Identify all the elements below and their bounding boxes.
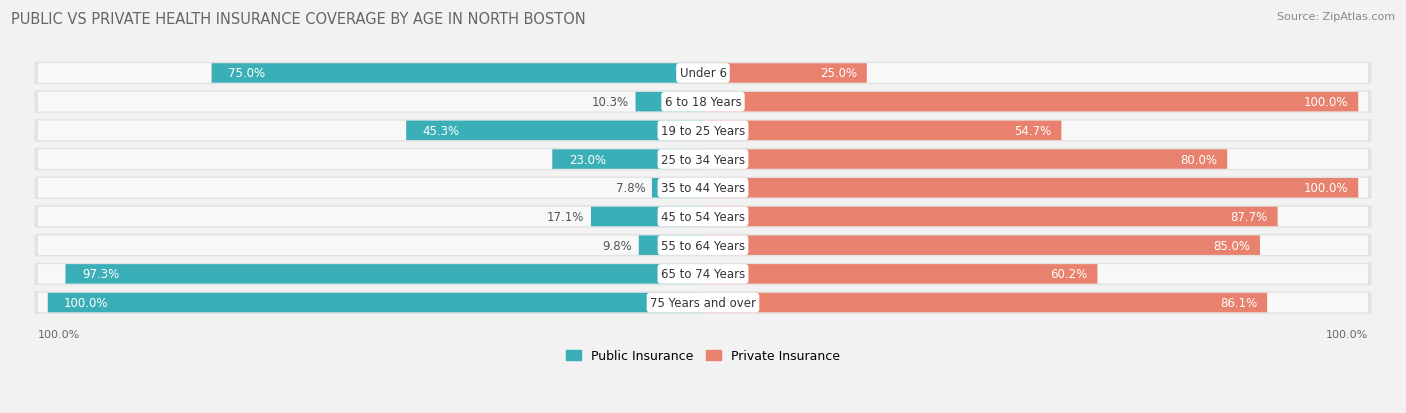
- Text: Source: ZipAtlas.com: Source: ZipAtlas.com: [1277, 12, 1395, 22]
- FancyBboxPatch shape: [38, 121, 1368, 141]
- Text: 100.0%: 100.0%: [1303, 96, 1348, 109]
- Text: 7.8%: 7.8%: [616, 182, 645, 195]
- FancyBboxPatch shape: [35, 235, 1371, 257]
- Text: 17.1%: 17.1%: [547, 211, 585, 223]
- Text: 80.0%: 80.0%: [1181, 153, 1218, 166]
- Text: 6 to 18 Years: 6 to 18 Years: [665, 96, 741, 109]
- Text: PUBLIC VS PRIVATE HEALTH INSURANCE COVERAGE BY AGE IN NORTH BOSTON: PUBLIC VS PRIVATE HEALTH INSURANCE COVER…: [11, 12, 586, 27]
- FancyBboxPatch shape: [553, 150, 703, 169]
- FancyBboxPatch shape: [35, 177, 1371, 199]
- Text: 45.3%: 45.3%: [423, 125, 460, 138]
- Text: 35 to 44 Years: 35 to 44 Years: [661, 182, 745, 195]
- Text: 23.0%: 23.0%: [568, 153, 606, 166]
- FancyBboxPatch shape: [38, 264, 1368, 284]
- Text: 100.0%: 100.0%: [65, 297, 108, 309]
- FancyBboxPatch shape: [703, 93, 1358, 112]
- Text: 87.7%: 87.7%: [1230, 211, 1268, 223]
- Text: 100.0%: 100.0%: [1326, 329, 1368, 339]
- FancyBboxPatch shape: [38, 150, 1368, 169]
- FancyBboxPatch shape: [703, 293, 1267, 313]
- Text: 75 Years and over: 75 Years and over: [650, 297, 756, 309]
- FancyBboxPatch shape: [35, 263, 1371, 285]
- FancyBboxPatch shape: [48, 293, 703, 313]
- FancyBboxPatch shape: [38, 178, 1368, 198]
- FancyBboxPatch shape: [38, 207, 1368, 227]
- FancyBboxPatch shape: [636, 93, 703, 112]
- FancyBboxPatch shape: [38, 93, 1368, 112]
- FancyBboxPatch shape: [652, 178, 703, 198]
- FancyBboxPatch shape: [211, 64, 703, 83]
- Text: 100.0%: 100.0%: [1303, 182, 1348, 195]
- Text: 25 to 34 Years: 25 to 34 Years: [661, 153, 745, 166]
- FancyBboxPatch shape: [703, 121, 1062, 141]
- FancyBboxPatch shape: [35, 63, 1371, 85]
- Text: 75.0%: 75.0%: [228, 67, 266, 80]
- FancyBboxPatch shape: [638, 236, 703, 255]
- FancyBboxPatch shape: [703, 150, 1227, 169]
- Text: 86.1%: 86.1%: [1220, 297, 1257, 309]
- FancyBboxPatch shape: [38, 236, 1368, 255]
- Text: 10.3%: 10.3%: [592, 96, 628, 109]
- Text: 60.2%: 60.2%: [1050, 268, 1088, 281]
- FancyBboxPatch shape: [35, 292, 1371, 314]
- Text: 85.0%: 85.0%: [1213, 239, 1250, 252]
- Text: 45 to 54 Years: 45 to 54 Years: [661, 211, 745, 223]
- FancyBboxPatch shape: [703, 236, 1260, 255]
- Text: 19 to 25 Years: 19 to 25 Years: [661, 125, 745, 138]
- FancyBboxPatch shape: [35, 149, 1371, 171]
- Text: Under 6: Under 6: [679, 67, 727, 80]
- FancyBboxPatch shape: [591, 207, 703, 227]
- FancyBboxPatch shape: [703, 207, 1278, 227]
- FancyBboxPatch shape: [38, 64, 1368, 83]
- Text: 55 to 64 Years: 55 to 64 Years: [661, 239, 745, 252]
- FancyBboxPatch shape: [66, 264, 703, 284]
- Text: 25.0%: 25.0%: [820, 67, 858, 80]
- Text: 100.0%: 100.0%: [38, 329, 80, 339]
- FancyBboxPatch shape: [35, 120, 1371, 142]
- Legend: Public Insurance, Private Insurance: Public Insurance, Private Insurance: [561, 344, 845, 367]
- Text: 54.7%: 54.7%: [1014, 125, 1052, 138]
- FancyBboxPatch shape: [703, 264, 1098, 284]
- FancyBboxPatch shape: [38, 293, 1368, 313]
- Text: 65 to 74 Years: 65 to 74 Years: [661, 268, 745, 281]
- FancyBboxPatch shape: [35, 91, 1371, 114]
- FancyBboxPatch shape: [703, 64, 868, 83]
- FancyBboxPatch shape: [35, 206, 1371, 228]
- Text: 9.8%: 9.8%: [603, 239, 633, 252]
- Text: 97.3%: 97.3%: [82, 268, 120, 281]
- FancyBboxPatch shape: [406, 121, 703, 141]
- FancyBboxPatch shape: [703, 178, 1358, 198]
